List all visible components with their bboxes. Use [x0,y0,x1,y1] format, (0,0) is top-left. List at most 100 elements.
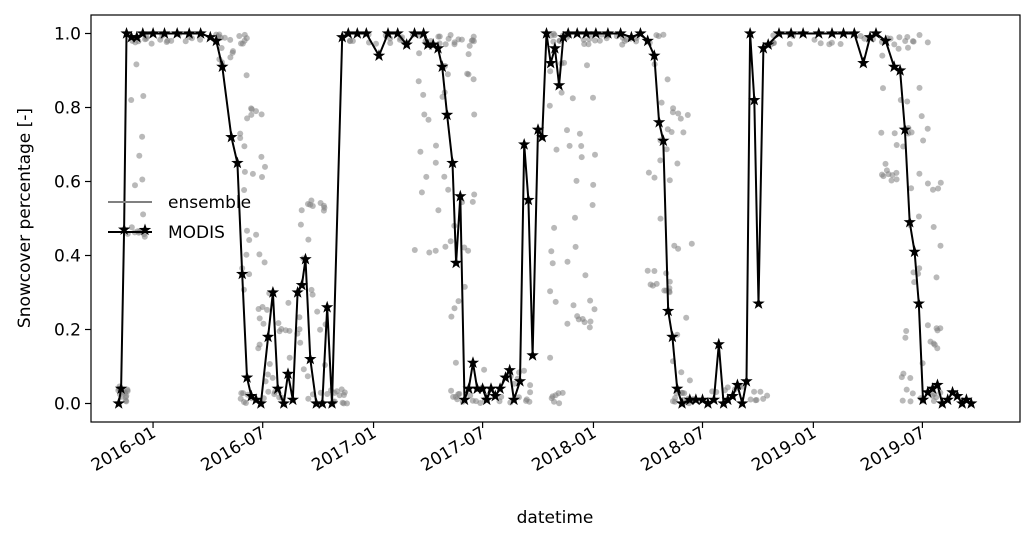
ensemble-point [442,41,449,48]
plot-frame [90,14,1021,423]
ensemble-point [249,170,256,177]
ensemble-point [473,398,479,405]
modis-point [421,38,434,50]
ensemble-point [657,157,664,164]
modis-point [837,27,850,39]
modis-point [960,393,973,406]
modis-point [601,27,615,39]
modis-point [489,389,502,402]
modis-point [493,382,507,394]
modis-point [194,27,207,39]
modis-point [204,30,217,43]
ensemble-point [259,174,265,180]
ensemble-point [255,345,262,352]
ensemble-point [324,391,331,397]
ensemble-point [417,148,424,155]
ensemble-point [308,286,315,293]
ensemble-point [418,189,425,196]
modis-point [762,38,775,50]
x-axis: 2016-01 2016-07 2017-01 2017-07 2018-01 2018-… [88,422,929,476]
ensemble-point [645,169,652,176]
ensemble-point [458,36,465,43]
ensemble-point [678,369,685,376]
ensemble-point [908,185,915,192]
modis-point [675,397,689,409]
ensemble-point [455,298,462,305]
ensemble-point [924,39,931,46]
ensemble-point [828,39,835,46]
ensemble-point [911,279,918,286]
ensemble-point [546,102,553,109]
ensemble-point [297,221,304,228]
ensemble-point [157,36,164,43]
ensemble-point [572,214,578,221]
ensemble-point [237,130,244,137]
y-tick-label: 0.4 [54,247,81,267]
modis-point [848,27,861,39]
modis-point [360,27,373,39]
modis-point [261,330,275,343]
modis-point [857,56,870,69]
ensemble-point [461,283,468,290]
modis-point [701,397,715,409]
ensemble-point [296,314,303,321]
modis-point [112,397,125,409]
y-axis: 0.0 0.2 0.4 0.6 0.8 1.0 [54,25,91,415]
x-tick-label: 2016-07 [198,423,270,476]
modis-point [931,378,944,391]
ensemble-point [592,151,598,158]
modis-point [277,397,290,409]
modis-point [120,27,133,39]
ensemble-point [253,231,260,238]
modis-point [462,382,475,394]
ensemble-point [586,36,593,43]
ensemble-point [578,154,585,161]
modis-point [249,393,263,406]
ensemble-point [915,213,922,220]
ensemble-point [683,314,690,321]
modis-point [526,348,539,361]
modis-point [748,93,761,106]
modis-point [286,393,299,406]
ensemble-point [305,236,312,243]
modis-point [458,393,471,406]
ensemble-point [907,375,914,381]
modis-point [683,393,696,406]
ensemble-point [197,36,204,43]
ensemble-point [564,320,571,327]
modis-point [321,300,334,313]
modis-point [946,385,959,398]
ensemble-point [929,392,936,399]
modis-point [130,30,143,43]
modis-point [951,389,964,402]
ensemble-point [133,61,140,68]
modis-point [965,397,978,409]
ensemble-point [447,238,454,245]
ensemble-point [471,111,478,118]
modis-point [342,27,355,39]
modis-point [743,27,757,39]
ensemble-point [148,40,155,47]
ensemble-point [920,137,927,144]
ensemble-point [647,281,654,288]
ensemble-point [241,143,248,150]
ensemble-point [569,95,576,102]
ensemble-point [918,113,925,120]
ensemble-point [445,186,452,193]
modis-point [916,393,930,406]
ensemble-point [581,319,588,326]
ensemble-point [415,78,422,85]
modis-point [548,41,562,54]
ensemble-point [216,31,223,38]
modis-point [540,27,553,39]
legend-ensemble-label: ensemble [168,193,251,213]
ensemble-point [651,268,658,274]
modis-point [503,363,516,376]
ensemble-point [592,37,598,44]
modis-point [310,397,323,409]
ensemble-point [256,315,263,322]
modis-point [513,374,527,387]
ensemble-point [256,251,263,258]
ensemble-point [139,133,146,140]
ensemble-point [587,297,594,304]
